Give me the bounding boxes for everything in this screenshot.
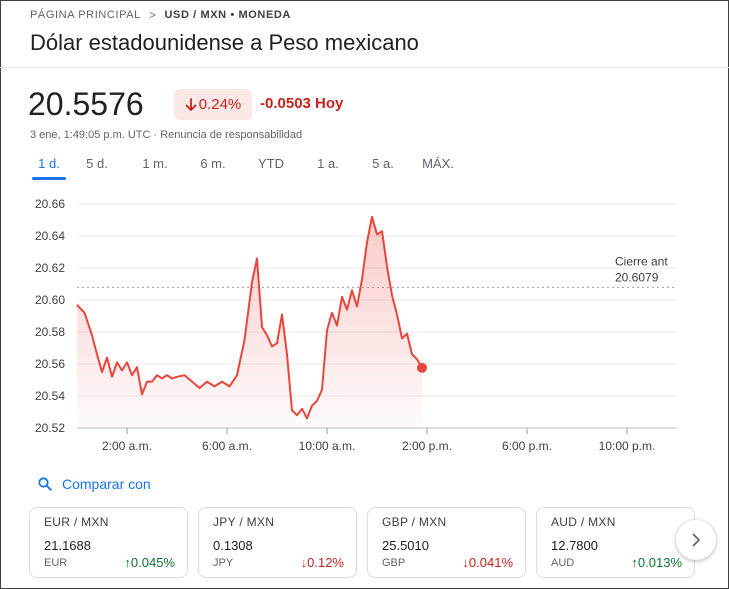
pair-card-eur[interactable]: EUR / MXN 21.1688 EUR ↑0.045% <box>29 507 188 578</box>
x-tick-label: 2:00 p.m. <box>402 439 452 453</box>
pair-change: ↑0.013% <box>631 555 682 570</box>
tab-ytd[interactable]: YTD <box>258 156 284 171</box>
tab-5-d[interactable]: 5 d. <box>86 156 108 171</box>
pair-value: 21.1688 <box>44 538 91 553</box>
arrow-up-icon: ↑ <box>124 555 131 570</box>
price-line <box>76 215 423 420</box>
pair-name: JPY / MXN <box>213 515 275 529</box>
tab-1-d[interactable]: 1 d. <box>30 156 68 180</box>
tab-5-a[interactable]: 5 a. <box>372 156 394 171</box>
x-tick-label: 6:00 p.m. <box>502 439 552 453</box>
pair-value: 25.5010 <box>382 538 429 553</box>
currency-code: EUR <box>44 557 68 569</box>
pair-change: ↓0.041% <box>462 555 513 570</box>
tab-1-m[interactable]: 1 m. <box>142 156 168 171</box>
arrow-down-icon: ↓ <box>462 555 469 570</box>
pair-card-aud[interactable]: AUD / MXN 12.7800 AUD ↑0.013% <box>536 507 695 578</box>
quote-timestamp: 3 ene, 1:49:05 p.m. UTC <box>30 129 151 141</box>
breadcrumb: PÁGINA PRINCIPAL > USD / MXN • MONEDA <box>30 8 291 22</box>
pair-change-value: 0.12% <box>307 555 344 570</box>
y-tick-label: 20.54 <box>35 389 65 403</box>
pair-card-jpy[interactable]: JPY / MXN 0.1308 JPY ↓0.12% <box>198 507 357 578</box>
pair-value: 12.7800 <box>551 538 598 553</box>
pair-change: ↑0.045% <box>124 555 175 570</box>
tab-máx[interactable]: MÁX. <box>422 156 454 171</box>
pair-name: AUD / MXN <box>551 515 616 529</box>
currency-code: JPY <box>213 557 234 569</box>
pair-change-value: 0.041% <box>468 555 513 570</box>
y-tick-label: 20.60 <box>35 293 65 307</box>
meta-separator: · <box>150 129 161 141</box>
pair-change-value: 0.013% <box>637 555 682 570</box>
arrow-down-icon <box>185 97 197 111</box>
related-pairs: EUR / MXN 21.1688 EUR ↑0.045% JPY / MXN 0.130… <box>29 507 695 578</box>
chevron-right-icon: > <box>148 8 157 22</box>
page-title: Dólar estadounidense a Peso mexicano <box>30 30 419 55</box>
x-tick-label: 2:00 a.m. <box>102 439 152 453</box>
x-tick-label: 10:00 p.m. <box>599 439 656 453</box>
currency-code: GBP <box>382 557 406 569</box>
y-tick-label: 20.62 <box>35 261 65 275</box>
pair-name: EUR / MXN <box>44 515 109 529</box>
compare-label: Comparar con <box>62 476 151 492</box>
next-cards-button[interactable] <box>676 520 716 560</box>
change-period: Hoy <box>315 95 344 112</box>
divider <box>0 67 729 68</box>
previous-close-label: Cierre ant <box>615 254 668 268</box>
range-tabs: 1 d. 5 d. 1 m. 6 m. YTD 1 a. 5 a. MÁX. <box>30 156 466 180</box>
currency-code: AUD <box>551 557 575 569</box>
change-absolute: -0.0503 Hoy <box>260 95 343 112</box>
previous-close-value: 20.6079 <box>615 270 659 284</box>
search-icon <box>38 477 52 491</box>
pair-card-gbp[interactable]: GBP / MXN 25.5010 GBP ↓0.041% <box>367 507 526 578</box>
change-percent-badge: 0.24% <box>174 89 252 120</box>
tab-6-m[interactable]: 6 m. <box>200 156 226 171</box>
pair-change-value: 0.045% <box>130 555 175 570</box>
disclaimer-link[interactable]: Renuncia de responsabilidad <box>160 129 303 141</box>
tab-1-a[interactable]: 1 a. <box>317 156 339 171</box>
y-tick-label: 20.58 <box>35 325 65 339</box>
arrow-up-icon: ↑ <box>631 555 638 570</box>
current-price: 20.5576 <box>28 86 144 122</box>
chevron-right-icon <box>692 533 700 547</box>
breadcrumb-current: USD / MXN • MONEDA <box>164 9 291 21</box>
y-tick-label: 20.52 <box>35 421 65 435</box>
price-chart: 20.52 20.54 20.56 20.58 20.60 20.62 20.64 20.66… <box>35 197 677 453</box>
current-price-dot <box>417 362 427 373</box>
arrow-down-icon: ↓ <box>300 555 308 570</box>
price-area <box>77 216 422 428</box>
pair-name: GBP / MXN <box>382 515 447 529</box>
compare-button[interactable]: Comparar con <box>38 476 151 492</box>
quote-meta: 3 ene, 1:49:05 p.m. UTC · Renuncia de re… <box>30 129 302 141</box>
x-tick-label: 10:00 a.m. <box>299 439 356 453</box>
pair-change: ↓0.12% <box>301 555 344 570</box>
y-tick-label: 20.66 <box>35 197 65 211</box>
pair-value: 0.1308 <box>213 538 253 553</box>
y-tick-label: 20.56 <box>35 357 65 371</box>
change-percent-value: 0.24% <box>198 96 242 113</box>
y-tick-label: 20.64 <box>35 229 65 243</box>
x-tick-label: 6:00 a.m. <box>202 439 252 453</box>
breadcrumb-home-link[interactable]: PÁGINA PRINCIPAL <box>30 9 141 21</box>
change-absolute-value: -0.0503 <box>260 95 311 112</box>
